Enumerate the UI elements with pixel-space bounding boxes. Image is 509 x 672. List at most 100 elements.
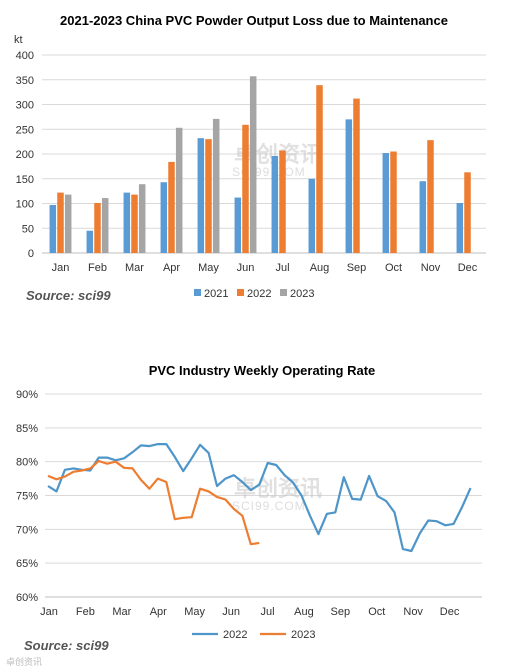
bar-2021-aug: [308, 178, 316, 253]
x-tick-label: Feb: [88, 262, 107, 274]
bar-2021-oct: [382, 153, 390, 253]
line-chart-title: PVC Industry Weekly Operating Rate: [149, 363, 376, 378]
x-tick-label: Jul: [260, 606, 274, 618]
bar-2022-apr: [168, 161, 175, 253]
x-tick-label: Apr: [150, 606, 167, 618]
bar-2021-may: [197, 138, 205, 253]
watermark-2: 卓创资讯 SCI99.COM: [232, 476, 322, 513]
bar-2022-sep: [353, 98, 360, 253]
x-tick-label: May: [198, 262, 219, 274]
line-chart-legend: 2022 2023: [192, 629, 315, 641]
bar-2023-may: [212, 118, 220, 253]
x-tick-label: Dec: [440, 606, 460, 618]
line-chart-gridlines: [45, 393, 482, 598]
bar-2023-feb: [101, 198, 109, 253]
line-chart: PVC Industry Weekly Operating Rate 60% 65…: [16, 363, 482, 653]
corner-watermark: 卓创资讯: [6, 656, 42, 667]
bar-chart-x-ticks: Jan Feb Mar Apr May Jun Jul Aug Sep Oct Nov Dec: [52, 262, 478, 274]
bar-2022-may: [205, 139, 212, 253]
x-tick-label: Oct: [368, 606, 385, 618]
y-tick-label: 80%: [16, 457, 38, 469]
bar-chart-gridlines: [42, 54, 486, 254]
bar-chart-bars: [49, 76, 471, 253]
bar-2021-sep: [345, 119, 353, 253]
watermark-logo-text-2: 卓创资讯: [234, 476, 322, 501]
bar-2021-jul: [271, 155, 279, 253]
x-tick-label: Mar: [125, 262, 144, 274]
bar-chart-title: 2021-2023 China PVC Powder Output Loss d…: [60, 13, 448, 28]
bar-chart-y-unit: kt: [14, 34, 23, 46]
y-tick-label: 400: [16, 50, 34, 62]
y-tick-label: 70%: [16, 524, 38, 536]
bar-2022-feb: [94, 203, 101, 253]
y-tick-label: 0: [28, 248, 34, 260]
bar-2021-dec: [456, 203, 464, 253]
line-series-2022: [47, 443, 472, 553]
x-tick-label: Jul: [275, 262, 289, 274]
y-tick-label: 90%: [16, 389, 38, 401]
legend-swatch-2021: [194, 289, 201, 296]
bar-chart-source: Source: sci99: [26, 288, 111, 303]
bar-2022-nov: [427, 140, 434, 253]
x-tick-label: May: [184, 606, 205, 618]
x-tick-label: Jun: [222, 606, 240, 618]
bar-chart: 2021-2023 China PVC Powder Output Loss d…: [14, 13, 486, 303]
x-tick-label: Aug: [294, 606, 314, 618]
y-tick-label: 60%: [16, 592, 38, 604]
legend-label-2023: 2023: [290, 288, 314, 300]
legend-label-2021: 2021: [204, 288, 228, 300]
watermark-sub-text-2: SCI99.COM: [232, 499, 306, 513]
x-tick-label: Jan: [40, 606, 58, 618]
bar-2023-mar: [138, 184, 146, 253]
y-tick-label: 200: [16, 149, 34, 161]
line-chart-x-ticks: Jan Feb Mar Apr May Jun Jul Aug Sep Oct Nov Dec: [40, 606, 460, 618]
x-tick-label: Apr: [163, 262, 180, 274]
line-chart-y-ticks: 60% 65% 70% 75% 80% 85% 90%: [16, 389, 38, 604]
y-tick-label: 250: [16, 124, 34, 136]
bar-2022-oct: [390, 151, 397, 253]
y-tick-label: 150: [16, 174, 34, 186]
bar-2021-jun: [234, 197, 242, 253]
bar-chart-legend: 2021 2022 2023: [194, 288, 314, 300]
bar-chart-y-ticks: 0 50 100 150 200 250 300 350 400: [16, 50, 34, 260]
legend-label-2023: 2023: [291, 629, 315, 641]
bar-2022-jun: [242, 124, 249, 253]
y-tick-label: 100: [16, 199, 34, 211]
x-tick-label: Feb: [76, 606, 95, 618]
bar-2023-jan: [64, 194, 72, 253]
x-tick-label: Mar: [112, 606, 131, 618]
legend-label-2022: 2022: [223, 629, 247, 641]
line-chart-source: Source: sci99: [24, 638, 109, 653]
x-tick-label: Nov: [421, 262, 441, 274]
legend-swatch-2023: [280, 289, 287, 296]
line-chart-series: [47, 443, 472, 553]
y-tick-label: 75%: [16, 491, 38, 503]
bar-2022-jan: [57, 192, 64, 253]
x-tick-label: Nov: [403, 606, 423, 618]
bar-2021-jan: [49, 204, 57, 253]
legend-swatch-2022: [237, 289, 244, 296]
bar-2021-apr: [160, 182, 168, 253]
bar-2022-aug: [316, 85, 323, 253]
x-tick-label: Aug: [310, 262, 330, 274]
bar-2022-dec: [464, 172, 471, 253]
x-tick-label: Sep: [331, 606, 351, 618]
x-tick-label: Oct: [385, 262, 402, 274]
y-tick-label: 50: [22, 223, 34, 235]
x-tick-label: Jun: [237, 262, 255, 274]
x-tick-label: Dec: [458, 262, 478, 274]
bar-2023-apr: [175, 127, 183, 253]
y-tick-label: 85%: [16, 423, 38, 435]
bar-2021-feb: [86, 230, 94, 253]
x-tick-label: Sep: [347, 262, 367, 274]
y-tick-label: 350: [16, 75, 34, 87]
bar-2021-mar: [123, 192, 131, 253]
bar-2022-mar: [131, 194, 138, 253]
y-tick-label: 300: [16, 100, 34, 112]
y-tick-label: 65%: [16, 558, 38, 570]
legend-label-2022: 2022: [247, 288, 271, 300]
line-series-2023: [47, 459, 260, 546]
bar-2021-nov: [419, 181, 427, 253]
bar-2023-jun: [249, 76, 257, 253]
